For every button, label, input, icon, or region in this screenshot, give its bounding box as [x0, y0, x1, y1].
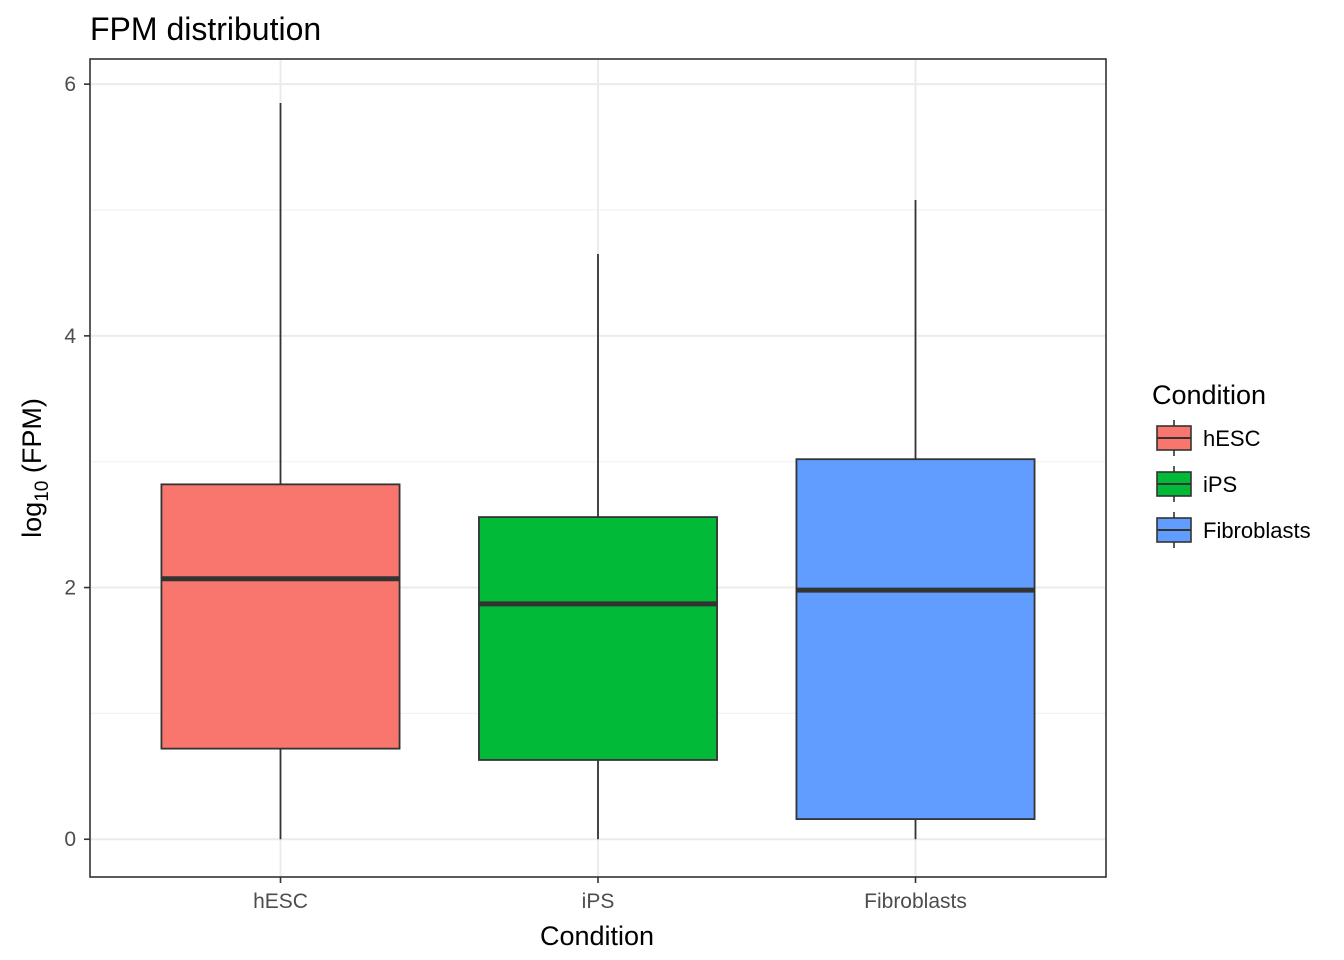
y-tick-label: 4	[64, 325, 76, 348]
legend-label: hESC	[1203, 426, 1261, 451]
y-tick-label: 6	[64, 73, 76, 96]
legend-label: Fibroblasts	[1203, 518, 1311, 543]
y-axis-title-suffix: (FPM)	[17, 398, 47, 480]
box-body	[161, 484, 399, 748]
chart-title: FPM distribution	[90, 11, 321, 47]
x-tick-label: iPS	[582, 890, 615, 913]
box-body	[479, 517, 717, 760]
x-axis-title: Condition	[540, 921, 654, 951]
legend-label: iPS	[1203, 472, 1237, 497]
x-tick-label: hESC	[253, 890, 308, 913]
y-axis-title-subscript: 10	[32, 481, 53, 502]
legend-title: Condition	[1152, 380, 1266, 410]
y-tick-label: 2	[64, 577, 76, 600]
x-tick-label: Fibroblasts	[864, 890, 967, 913]
box-body	[796, 459, 1034, 819]
legend-item-hesc: hESC	[1157, 420, 1261, 456]
legend-item-fibroblasts: Fibroblasts	[1157, 512, 1311, 548]
y-tick-label: 0	[64, 828, 76, 851]
y-axis-title-base: log	[17, 502, 47, 538]
